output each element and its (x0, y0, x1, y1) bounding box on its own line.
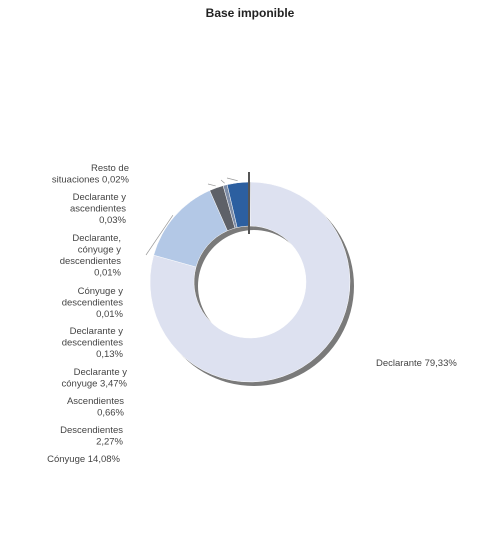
slice-label: Declarante 79,33% (376, 358, 457, 369)
pie-slice-declarante[interactable] (149, 181, 351, 383)
slice-label: Ascendientes 0,66% (67, 396, 125, 419)
leader-line (220, 179, 225, 184)
slice-label: Declarante y cónyuge 3,47% (62, 367, 128, 390)
slice-label: Cónyuge 14,08% (47, 454, 120, 465)
slice-label: Cónyuge y descendientes 0,01% (62, 286, 124, 320)
slice-label: Declarante y ascendientes 0,03% (70, 192, 127, 226)
slice-label: Resto de situaciones 0,02% (52, 163, 130, 186)
leader-line (145, 215, 174, 256)
chart-title: Base imponible (205, 6, 295, 20)
slice-label: Declarante y descendientes 0,13% (62, 326, 124, 360)
leader-line (226, 177, 238, 182)
slice-label: Descendientes 2,27% (60, 425, 123, 448)
slice-label: Declarante, cónyuge y descendientes 0,01% (60, 233, 122, 279)
leader-line (207, 183, 216, 187)
